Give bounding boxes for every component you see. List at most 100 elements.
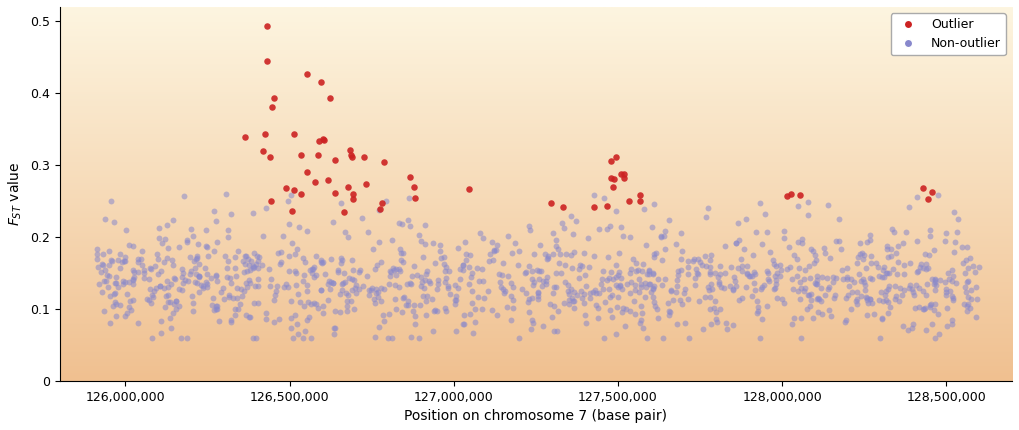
- Non-outlier: [750, 307, 766, 314]
- Non-outlier: [180, 277, 197, 284]
- Non-outlier: [238, 311, 255, 318]
- Non-outlier: [96, 277, 112, 284]
- Non-outlier: [287, 311, 304, 318]
- Non-outlier: [844, 288, 860, 295]
- Non-outlier: [506, 240, 523, 247]
- Non-outlier: [195, 285, 211, 292]
- Non-outlier: [279, 284, 296, 291]
- Non-outlier: [462, 252, 478, 258]
- Outlier: [632, 191, 648, 198]
- Non-outlier: [384, 334, 400, 341]
- Non-outlier: [522, 226, 538, 233]
- Non-outlier: [206, 208, 222, 215]
- Outlier: [292, 190, 309, 197]
- Outlier: [606, 176, 623, 183]
- Non-outlier: [607, 261, 624, 268]
- Non-outlier: [850, 254, 866, 261]
- Non-outlier: [920, 252, 936, 258]
- Non-outlier: [114, 258, 130, 265]
- Non-outlier: [258, 205, 274, 212]
- Non-outlier: [332, 200, 348, 207]
- Non-outlier: [242, 277, 258, 284]
- Non-outlier: [882, 304, 899, 310]
- Non-outlier: [227, 272, 244, 279]
- Non-outlier: [593, 280, 609, 287]
- Non-outlier: [307, 300, 323, 307]
- Non-outlier: [766, 273, 783, 280]
- Non-outlier: [739, 284, 755, 291]
- Non-outlier: [245, 264, 261, 271]
- Non-outlier: [418, 312, 434, 319]
- Non-outlier: [163, 280, 179, 287]
- Non-outlier: [236, 260, 253, 267]
- Non-outlier: [452, 266, 469, 273]
- Non-outlier: [106, 290, 122, 297]
- Non-outlier: [874, 267, 891, 273]
- Non-outlier: [280, 197, 297, 204]
- Non-outlier: [612, 281, 629, 288]
- Outlier: [356, 154, 372, 160]
- Non-outlier: [827, 274, 844, 281]
- Outlier: [616, 175, 633, 182]
- Non-outlier: [687, 275, 703, 282]
- Non-outlier: [209, 278, 225, 285]
- Non-outlier: [158, 292, 174, 299]
- Non-outlier: [494, 272, 511, 279]
- Non-outlier: [587, 287, 603, 294]
- Non-outlier: [741, 272, 757, 279]
- Non-outlier: [222, 210, 238, 217]
- Non-outlier: [674, 301, 690, 307]
- Non-outlier: [660, 217, 677, 224]
- Non-outlier: [291, 299, 308, 306]
- Non-outlier: [908, 282, 924, 289]
- Non-outlier: [421, 277, 437, 284]
- Non-outlier: [248, 261, 264, 268]
- Non-outlier: [644, 224, 660, 230]
- Non-outlier: [919, 280, 935, 287]
- Non-outlier: [806, 260, 822, 267]
- Non-outlier: [519, 268, 535, 275]
- Non-outlier: [728, 240, 744, 247]
- Non-outlier: [407, 263, 423, 270]
- Non-outlier: [246, 262, 262, 269]
- Non-outlier: [100, 284, 116, 291]
- Non-outlier: [525, 320, 541, 327]
- Non-outlier: [146, 288, 162, 295]
- Non-outlier: [368, 286, 384, 292]
- Non-outlier: [612, 283, 629, 290]
- Non-outlier: [926, 286, 943, 293]
- Non-outlier: [336, 270, 353, 276]
- Non-outlier: [367, 334, 383, 341]
- Outlier: [308, 178, 324, 185]
- Non-outlier: [618, 306, 634, 313]
- Non-outlier: [394, 309, 411, 316]
- Non-outlier: [744, 273, 760, 280]
- Non-outlier: [117, 257, 133, 264]
- Non-outlier: [609, 272, 626, 279]
- Non-outlier: [921, 227, 937, 233]
- Legend: Outlier, Non-outlier: Outlier, Non-outlier: [891, 13, 1006, 55]
- Non-outlier: [486, 246, 502, 253]
- Non-outlier: [698, 214, 714, 221]
- Non-outlier: [767, 285, 784, 292]
- Non-outlier: [108, 273, 124, 280]
- Non-outlier: [308, 272, 324, 279]
- Non-outlier: [948, 280, 964, 287]
- Non-outlier: [805, 315, 821, 322]
- Non-outlier: [438, 308, 454, 315]
- Non-outlier: [199, 270, 215, 277]
- Non-outlier: [725, 286, 741, 293]
- Non-outlier: [708, 308, 725, 315]
- Non-outlier: [494, 286, 511, 293]
- Outlier: [403, 174, 419, 181]
- Non-outlier: [386, 282, 403, 289]
- Non-outlier: [576, 249, 592, 256]
- Non-outlier: [595, 267, 611, 274]
- Non-outlier: [185, 300, 202, 307]
- Non-outlier: [246, 264, 262, 271]
- Non-outlier: [299, 228, 315, 235]
- Non-outlier: [922, 302, 938, 309]
- Non-outlier: [107, 298, 123, 305]
- Non-outlier: [800, 199, 816, 206]
- Non-outlier: [199, 244, 215, 251]
